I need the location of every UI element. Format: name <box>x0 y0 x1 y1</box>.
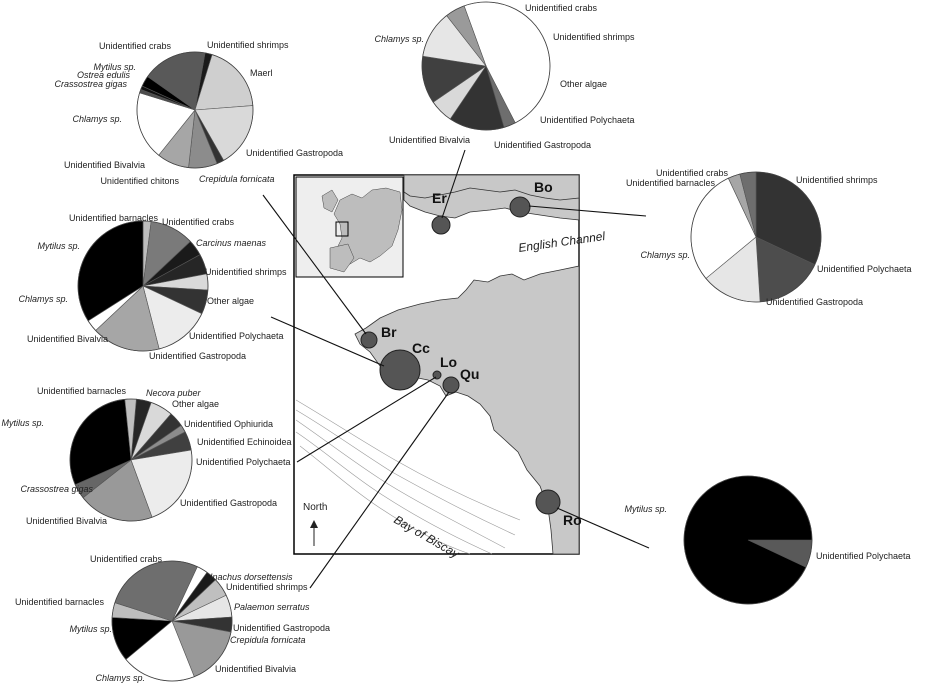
pie-chart-bo: Unidentified shrimps Unidentified Polycha… <box>626 168 912 307</box>
pie-label: Mytilus sp. <box>1 418 44 428</box>
pie-label: Unidentified Echinoidea <box>197 437 292 447</box>
pie-label: Unidentified barnacles <box>15 597 105 607</box>
site-marker-bo[interactable] <box>509 196 531 218</box>
pie-label: Unidentified shrimps <box>226 582 308 592</box>
site-marker-br[interactable] <box>360 331 378 349</box>
site-label-er: Er <box>432 190 447 206</box>
pie-outline <box>111 560 233 682</box>
pie-slice <box>683 475 813 605</box>
pie-label: Unidentified barnacles <box>626 178 716 188</box>
pie-label: Unidentified Polychaeta <box>540 115 635 125</box>
site-label-cc: Cc <box>412 340 430 356</box>
pie-outline <box>690 171 822 303</box>
pie-label: Chlamys sp. <box>95 673 145 683</box>
site-label-bo: Bo <box>534 179 553 195</box>
north-arrow-icon <box>310 520 318 546</box>
pie-label: Unidentified Polychaeta <box>817 264 912 274</box>
pie-label: Mytilus sp. <box>624 504 667 514</box>
pie-label: Other algae <box>172 399 219 409</box>
pie-label: Unidentified Bivalvia <box>215 664 296 674</box>
pie-label: Unidentified crabs <box>162 217 235 227</box>
north-label: North <box>303 502 327 513</box>
pie-label: Unidentified Bivalvia <box>389 135 470 145</box>
site-label-qu: Qu <box>460 366 479 382</box>
pie-label: Unidentified Ophiurida <box>184 419 273 429</box>
pie-label: Palaemon serratus <box>234 602 310 612</box>
pie-label: Crepidula fornicata <box>230 635 306 645</box>
pie-label: Unidentified shrimps <box>205 267 287 277</box>
site-marker-cc[interactable] <box>379 349 421 391</box>
pie-label: Chlamys sp. <box>374 34 424 44</box>
pie-label: Unidentified Gastropoda <box>246 148 343 158</box>
map-panel: Er Bo Br Cc Lo Qu Ro English Channel Bay… <box>293 174 606 561</box>
site-label-lo: Lo <box>440 354 457 370</box>
pie-label: Unidentified crabs <box>525 3 598 13</box>
pie-label: Mytilus sp. <box>69 624 112 634</box>
pie-label: Unidentified Polychaeta <box>196 457 291 467</box>
leader-lines <box>262 149 650 589</box>
site-marker-er[interactable] <box>431 215 451 235</box>
pie-label: Unidentified Gastropoda <box>149 351 246 361</box>
site-label-br: Br <box>381 324 397 340</box>
pie-label: Crassostrea gigas <box>54 79 127 89</box>
pie-charts: Chlamys sp.Unidentified crabsUnidentifie… <box>1 1 912 683</box>
pie-label: Maerl <box>250 68 273 78</box>
pie-outline <box>77 220 209 352</box>
pie-label: Unidentified Gastropoda <box>766 297 863 307</box>
pie-label: Crepidula fornicata <box>199 174 275 184</box>
pie-label: Unidentified chitons <box>100 176 179 186</box>
pie-label: Unidentified Bivalvia <box>26 516 107 526</box>
pie-label: Unidentified Polychaeta <box>189 331 284 341</box>
pie-chart-ro: Unidentified Polychaeta Mytilus sp. <box>624 475 911 605</box>
pie-chart-br: Unidentified shrimps Maerl Unidentified Ga… <box>54 40 343 186</box>
pie-label: Chlamys sp. <box>72 114 122 124</box>
pie-label: Unidentified barnacles <box>37 386 127 396</box>
pie-label: Unidentified Polychaeta <box>816 551 911 561</box>
pie-label: Chlamys sp. <box>18 294 68 304</box>
site-label-ro: Ro <box>563 512 582 528</box>
inset-europe-map <box>295 176 404 278</box>
pie-label: Unidentified Gastropoda <box>180 498 277 508</box>
pie-label: Unidentified barnacles <box>69 213 159 223</box>
pie-label: Crassostrea gigas <box>20 484 93 494</box>
pie-label: Unidentified shrimps <box>796 175 878 185</box>
site-marker-qu[interactable] <box>442 376 460 394</box>
pie-label: Inachus dorsettensis <box>210 572 293 582</box>
pie-label: Unidentified Gastropoda <box>494 140 591 150</box>
pie-outline <box>683 475 813 605</box>
pie-label: Unidentified Bivalvia <box>27 334 108 344</box>
pie-label: Unidentified crabs <box>656 168 729 178</box>
site-marker-ro[interactable] <box>535 489 561 515</box>
pie-outline <box>69 398 193 522</box>
pie-label: Mytilus sp. <box>37 241 80 251</box>
pie-label: Mytilus sp. <box>93 62 136 72</box>
pie-label: Other algae <box>207 296 254 306</box>
pie-chart-cc: Unidentified barnacles Unidentified crabs… <box>18 213 287 361</box>
pie-label: Other algae <box>560 79 607 89</box>
pie-label: Chlamys sp. <box>640 250 690 260</box>
pie-outline <box>136 51 254 169</box>
pie-chart-er: Chlamys sp. Unidentified crabs Unidentifie… <box>374 1 635 150</box>
pie-label: Ostrea edulis <box>77 70 131 80</box>
pie-outline <box>421 1 551 131</box>
pie-label: Unidentified crabs <box>99 41 172 51</box>
pie-label: Unidentified shrimps <box>553 32 635 42</box>
pie-label: Unidentified Bivalvia <box>64 160 145 170</box>
land-england <box>403 174 580 201</box>
pie-label: Necora puber <box>146 388 202 398</box>
pie-label: Carcinus maenas <box>196 238 267 248</box>
pie-label: Unidentified Gastropoda <box>233 623 330 633</box>
pie-label: Unidentified crabs <box>90 554 163 564</box>
pie-label: Unidentified shrimps <box>207 40 289 50</box>
